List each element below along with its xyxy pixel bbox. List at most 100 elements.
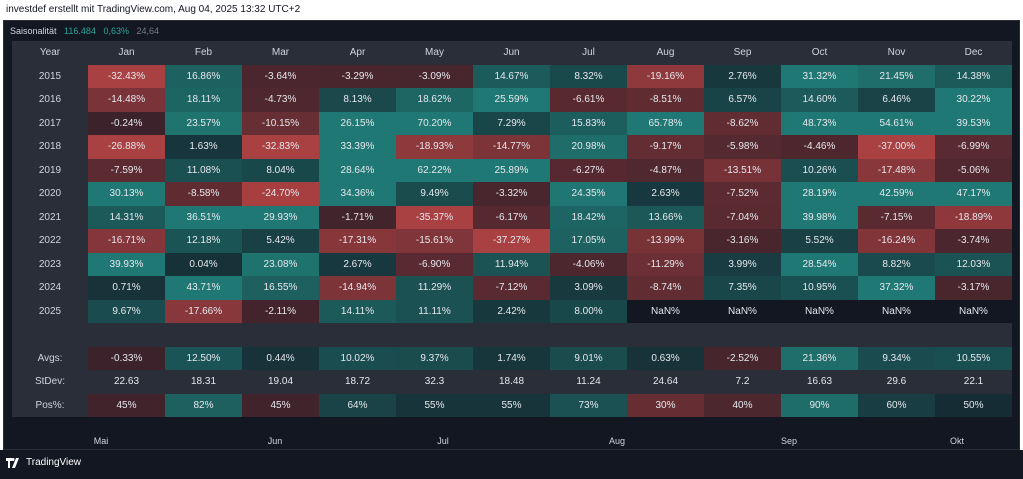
return-cell: -4.87% bbox=[627, 158, 704, 182]
spacer-cell bbox=[781, 323, 858, 347]
stats-cell: 55% bbox=[473, 393, 550, 417]
return-cell: -7.04% bbox=[704, 205, 781, 229]
year-row-2017: 2017 -0.24% 23.57% -10.15% 26.15% 70.20% 7.29%… bbox=[12, 111, 1012, 135]
year-row-2020: 2020 30.13% -8.58% -24.70% 34.36% 9.49% -3.32%… bbox=[12, 182, 1012, 206]
spacer-cell bbox=[242, 323, 319, 347]
return-cell: 6.57% bbox=[704, 88, 781, 112]
return-cell: -18.89% bbox=[935, 205, 1012, 229]
return-cell: 14.38% bbox=[935, 64, 1012, 88]
return-cell: -17.31% bbox=[319, 229, 396, 253]
spacer-cell bbox=[935, 323, 1012, 347]
year-label: 2021 bbox=[12, 205, 88, 229]
return-cell: 65.78% bbox=[627, 111, 704, 135]
return-cell: 2.63% bbox=[627, 182, 704, 206]
return-cell: 11.29% bbox=[396, 276, 473, 300]
return-cell: 70.20% bbox=[396, 111, 473, 135]
header-month-jun: Jun bbox=[473, 41, 550, 65]
return-cell: 16.55% bbox=[242, 276, 319, 300]
stats-cell: 18.48 bbox=[473, 370, 550, 394]
year-label: 2016 bbox=[12, 88, 88, 112]
return-cell: -1.71% bbox=[319, 205, 396, 229]
return-cell: 8.82% bbox=[858, 252, 935, 276]
return-cell: 16.86% bbox=[165, 64, 242, 88]
return-cell: 12.18% bbox=[165, 229, 242, 253]
year-row-2021: 2021 14.31% 36.51% 29.93% -1.71% -35.37% -6.17… bbox=[12, 205, 1012, 229]
header-month-apr: Apr bbox=[319, 41, 396, 65]
return-cell: 13.66% bbox=[627, 205, 704, 229]
return-cell: -3.64% bbox=[242, 64, 319, 88]
time-axis-label: Aug bbox=[608, 436, 626, 446]
time-axis[interactable]: Mai Jun Jul Aug Sep Okt bbox=[4, 431, 1021, 451]
stats-cell: 18.31 bbox=[165, 370, 242, 394]
return-cell: 37.32% bbox=[858, 276, 935, 300]
tradingview-brand: TradingView bbox=[26, 457, 82, 468]
return-cell: NaN% bbox=[627, 299, 704, 323]
return-cell: -14.48% bbox=[88, 88, 165, 112]
return-cell: 1.63% bbox=[165, 135, 242, 159]
year-row-2016: 2016 -14.48% 18.11% -4.73% 8.13% 18.62% 25.59%… bbox=[12, 88, 1012, 112]
year-label: 2023 bbox=[12, 252, 88, 276]
return-cell: 11.94% bbox=[473, 252, 550, 276]
tradingview-logo-icon bbox=[6, 457, 19, 468]
return-cell: 8.32% bbox=[550, 64, 627, 88]
year-label: 2015 bbox=[12, 64, 88, 88]
stats-cell: 29.6 bbox=[858, 370, 935, 394]
return-cell: -14.94% bbox=[319, 276, 396, 300]
return-cell: 8.13% bbox=[319, 88, 396, 112]
return-cell: -37.00% bbox=[858, 135, 935, 159]
stats-cell: 64% bbox=[319, 393, 396, 417]
return-cell: -7.12% bbox=[473, 276, 550, 300]
return-cell: 0.71% bbox=[88, 276, 165, 300]
year-label: 2019 bbox=[12, 158, 88, 182]
seasonality-table-wrap: Year Jan Feb Mar Apr May Jun Jul Aug Sep Oct Nov Dec… bbox=[12, 41, 1012, 441]
header-month-may: May bbox=[396, 41, 473, 65]
return-cell: -5.98% bbox=[704, 135, 781, 159]
spacer-cell bbox=[704, 323, 781, 347]
indicator-name[interactable]: Saisonalität bbox=[10, 26, 57, 36]
indicator-legend[interactable]: Saisonalität 116.484 0,63% 24,64 bbox=[10, 25, 159, 37]
return-cell: 8.04% bbox=[242, 158, 319, 182]
return-cell: -8.58% bbox=[165, 182, 242, 206]
return-cell: -7.15% bbox=[858, 205, 935, 229]
stats-cell: 82% bbox=[165, 393, 242, 417]
stats-row-pospct: Pos%: 45% 82% 45% 64% 55% 55% 73% 30% 40% 90% 60% 50… bbox=[12, 393, 1012, 417]
header-month-mar: Mar bbox=[242, 41, 319, 65]
return-cell: 25.89% bbox=[473, 158, 550, 182]
return-cell: 34.36% bbox=[319, 182, 396, 206]
return-cell: -3.32% bbox=[473, 182, 550, 206]
chart-panel[interactable]: Saisonalität 116.484 0,63% 24,64 Year Jan… bbox=[3, 20, 1020, 450]
return-cell: -13.99% bbox=[627, 229, 704, 253]
return-cell: 2.67% bbox=[319, 252, 396, 276]
return-cell: 2.76% bbox=[704, 64, 781, 88]
return-cell: 11.11% bbox=[396, 299, 473, 323]
stats-cell: 1.74% bbox=[473, 346, 550, 370]
time-axis-label: Mai bbox=[93, 436, 109, 446]
return-cell: 12.03% bbox=[935, 252, 1012, 276]
stats-cell: 0.44% bbox=[242, 346, 319, 370]
return-cell: -32.43% bbox=[88, 64, 165, 88]
year-row-2023: 2023 39.93% 0.04% 23.08% 2.67% -6.90% 11.94% -4… bbox=[12, 252, 1012, 276]
return-cell: 54.61% bbox=[858, 111, 935, 135]
return-cell: 8.00% bbox=[550, 299, 627, 323]
stats-label: Avgs: bbox=[12, 346, 88, 370]
return-cell: 5.42% bbox=[242, 229, 319, 253]
stats-cell: 16.63 bbox=[781, 370, 858, 394]
return-cell: 14.31% bbox=[88, 205, 165, 229]
tradingview-logo[interactable]: TradingView bbox=[6, 457, 81, 468]
return-cell: 9.67% bbox=[88, 299, 165, 323]
stats-cell: 55% bbox=[396, 393, 473, 417]
stats-cell: 12.50% bbox=[165, 346, 242, 370]
return-cell: -16.24% bbox=[858, 229, 935, 253]
return-cell: -16.71% bbox=[88, 229, 165, 253]
return-cell: -13.51% bbox=[704, 158, 781, 182]
header-month-dec: Dec bbox=[935, 41, 1012, 65]
return-cell: 18.62% bbox=[396, 88, 473, 112]
return-cell: 23.08% bbox=[242, 252, 319, 276]
stats-cell: 22.63 bbox=[88, 370, 165, 394]
return-cell: -3.16% bbox=[704, 229, 781, 253]
spacer-cell bbox=[396, 323, 473, 347]
header-month-feb: Feb bbox=[165, 41, 242, 65]
stats-cell: 10.02% bbox=[319, 346, 396, 370]
return-cell: 15.83% bbox=[550, 111, 627, 135]
return-cell: -3.09% bbox=[396, 64, 473, 88]
